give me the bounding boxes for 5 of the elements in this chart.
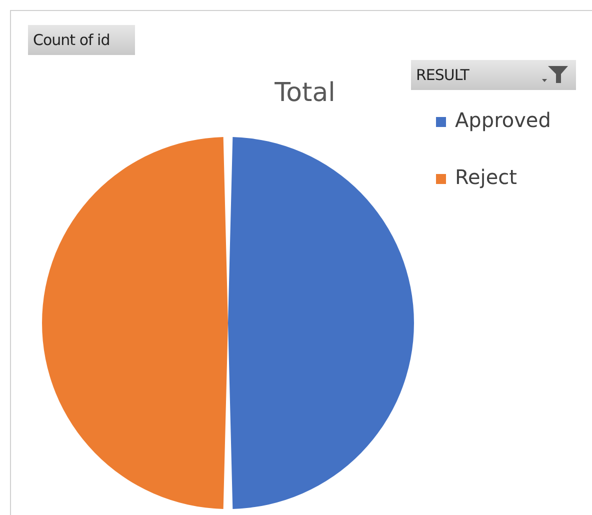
legend-label: Approved	[454, 107, 551, 134]
legend-title: RESULT	[416, 66, 469, 84]
field-button: Count of id	[28, 25, 135, 55]
legend-label: Reject	[454, 164, 518, 191]
chart-title: Total	[274, 78, 336, 108]
